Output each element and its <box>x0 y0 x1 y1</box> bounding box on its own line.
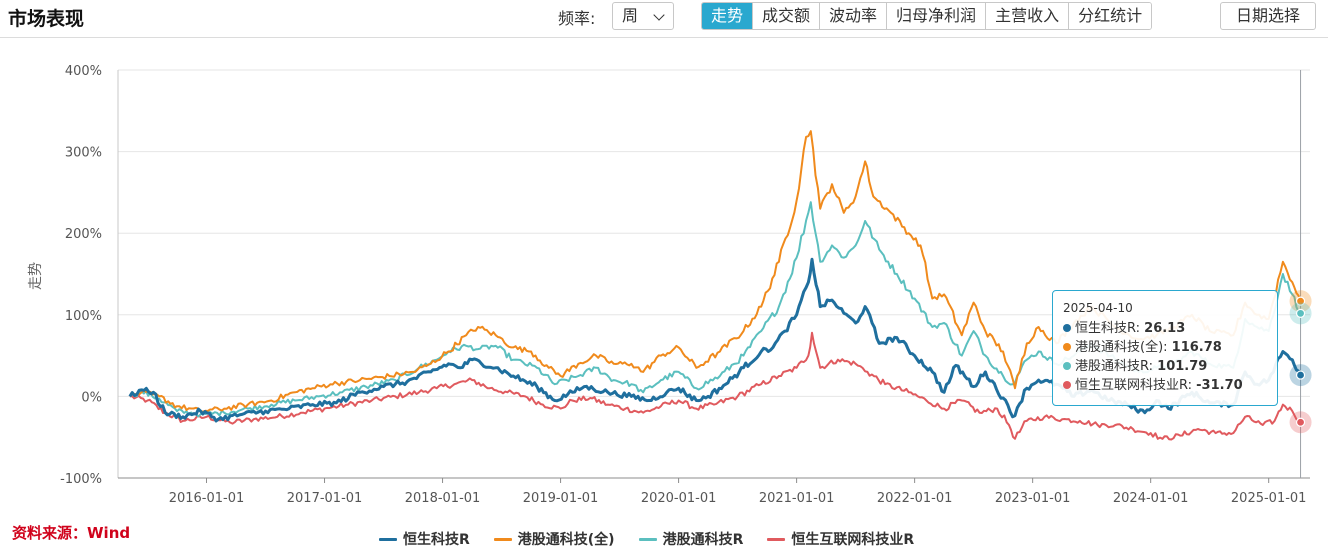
tooltip-row: 恒生科技R: 26.13 <box>1063 319 1277 338</box>
tooltip-date: 2025-04-10 <box>1063 301 1133 315</box>
series-dot-icon <box>1063 362 1071 370</box>
end-marker <box>1295 296 1306 306</box>
x-tick-label: 2016-01-01 <box>169 491 245 506</box>
legend-label: 港股通科技(全) <box>517 532 615 548</box>
end-markers <box>1289 290 1312 434</box>
legend-swatch <box>493 537 512 541</box>
y-tick-label: 100% <box>65 309 102 324</box>
tooltip-value: -31.70 <box>1196 378 1243 393</box>
tooltip-label: 恒生互联网科技业R: <box>1075 378 1197 393</box>
date-select-button[interactable]: 日期选择 <box>1220 2 1316 30</box>
metric-tabs: 走势 成交额 波动率 归母净利润 主营收入 分红统计 <box>701 2 1153 30</box>
tooltip-row: 港股通科技(全): 116.78 <box>1063 338 1277 357</box>
series-dot-icon <box>1063 381 1071 389</box>
frequency-label: 频率: <box>558 9 596 28</box>
tab-turnover[interactable]: 成交额 <box>752 3 820 29</box>
y-tick-label: 0% <box>81 390 102 405</box>
legend-label: 港股通科技R <box>662 532 744 548</box>
data-source-note: 资料来源：Wind <box>12 524 131 542</box>
grid-lines <box>118 69 1310 479</box>
x-tick-label: 2017-01-01 <box>287 491 363 506</box>
trend-chart[interactable]: 400% 300% 200% 100% 0% -100% 2016-01-01 2017-01… <box>0 40 1328 520</box>
tab-dividend[interactable]: 分红统计 <box>1068 3 1152 29</box>
tooltip-row: 恒生互联网科技业R: -31.70 <box>1063 376 1277 395</box>
tab-main-revenue[interactable]: 主营收入 <box>985 3 1069 29</box>
tooltip-value: 26.13 <box>1144 321 1186 336</box>
series-dot-icon <box>1063 324 1071 332</box>
legend-label: 恒生互联网科技业R <box>791 532 915 548</box>
y-tick-label: 300% <box>65 146 102 161</box>
x-tick-label: 2024-01-01 <box>1113 491 1189 506</box>
tab-net-profit[interactable]: 归母净利润 <box>886 3 986 29</box>
x-tick-label: 2019-01-01 <box>523 491 599 506</box>
legend-swatch <box>638 537 657 541</box>
x-tick-label: 2022-01-01 <box>877 491 953 506</box>
x-tick-label: 2021-01-01 <box>759 491 835 506</box>
tab-volatility[interactable]: 波动率 <box>819 3 887 29</box>
end-marker <box>1295 370 1306 380</box>
series-dot-icon <box>1063 343 1071 351</box>
end-marker <box>1295 417 1306 427</box>
x-tick-label: 2018-01-01 <box>405 491 481 506</box>
tooltip-label: 恒生科技R: <box>1075 321 1145 336</box>
tab-trend[interactable]: 走势 <box>702 3 753 29</box>
chart-legend: 恒生科技R 港股通科技(全) 港股通科技R 恒生互联网科技业R <box>379 529 938 549</box>
legend-label: 恒生科技R <box>403 532 470 548</box>
frequency-value: 周 <box>622 6 639 25</box>
header-divider <box>0 37 1328 38</box>
end-marker <box>1295 308 1306 318</box>
tooltip-value: 101.79 <box>1157 359 1208 374</box>
chart-tooltip: 2025-04-10 恒生科技R: 26.13 港股通科技(全): 116.78… <box>1052 290 1278 406</box>
x-tick-label: 2023-01-01 <box>995 491 1071 506</box>
tooltip-row: 港股通科技R: 101.79 <box>1063 357 1277 376</box>
x-tick-label: 2020-01-01 <box>641 491 717 506</box>
tooltip-label: 港股通科技R: <box>1075 359 1158 374</box>
legend-swatch <box>379 537 397 541</box>
y-tick-label: -100% <box>60 472 102 487</box>
x-tick-label: 2025-01-01 <box>1231 491 1307 506</box>
legend-swatch <box>767 537 786 541</box>
legend-item-hstech[interactable]: 恒生科技R <box>379 529 470 549</box>
chevron-down-icon <box>653 9 665 21</box>
legend-item-hs-internet-tech[interactable]: 恒生互联网科技业R <box>767 529 914 549</box>
y-tick-label: 400% <box>65 64 102 79</box>
series-hs-internet-tech <box>129 331 1301 441</box>
y-tick-label: 200% <box>65 227 102 242</box>
y-axis-label: 走势 <box>28 262 44 290</box>
tooltip-value: 116.78 <box>1171 340 1222 355</box>
legend-item-hk-connect-tech[interactable]: 港股通科技R <box>638 529 744 549</box>
page-title: 市场表现 <box>8 8 85 30</box>
frequency-select[interactable]: 周 <box>612 2 674 30</box>
axes: 400% 300% 200% 100% 0% -100% 2016-01-01 2017-01… <box>60 64 1310 506</box>
legend-item-hk-connect-tech-all[interactable]: 港股通科技(全) <box>493 529 615 549</box>
tooltip-label: 港股通科技(全): <box>1075 340 1172 355</box>
